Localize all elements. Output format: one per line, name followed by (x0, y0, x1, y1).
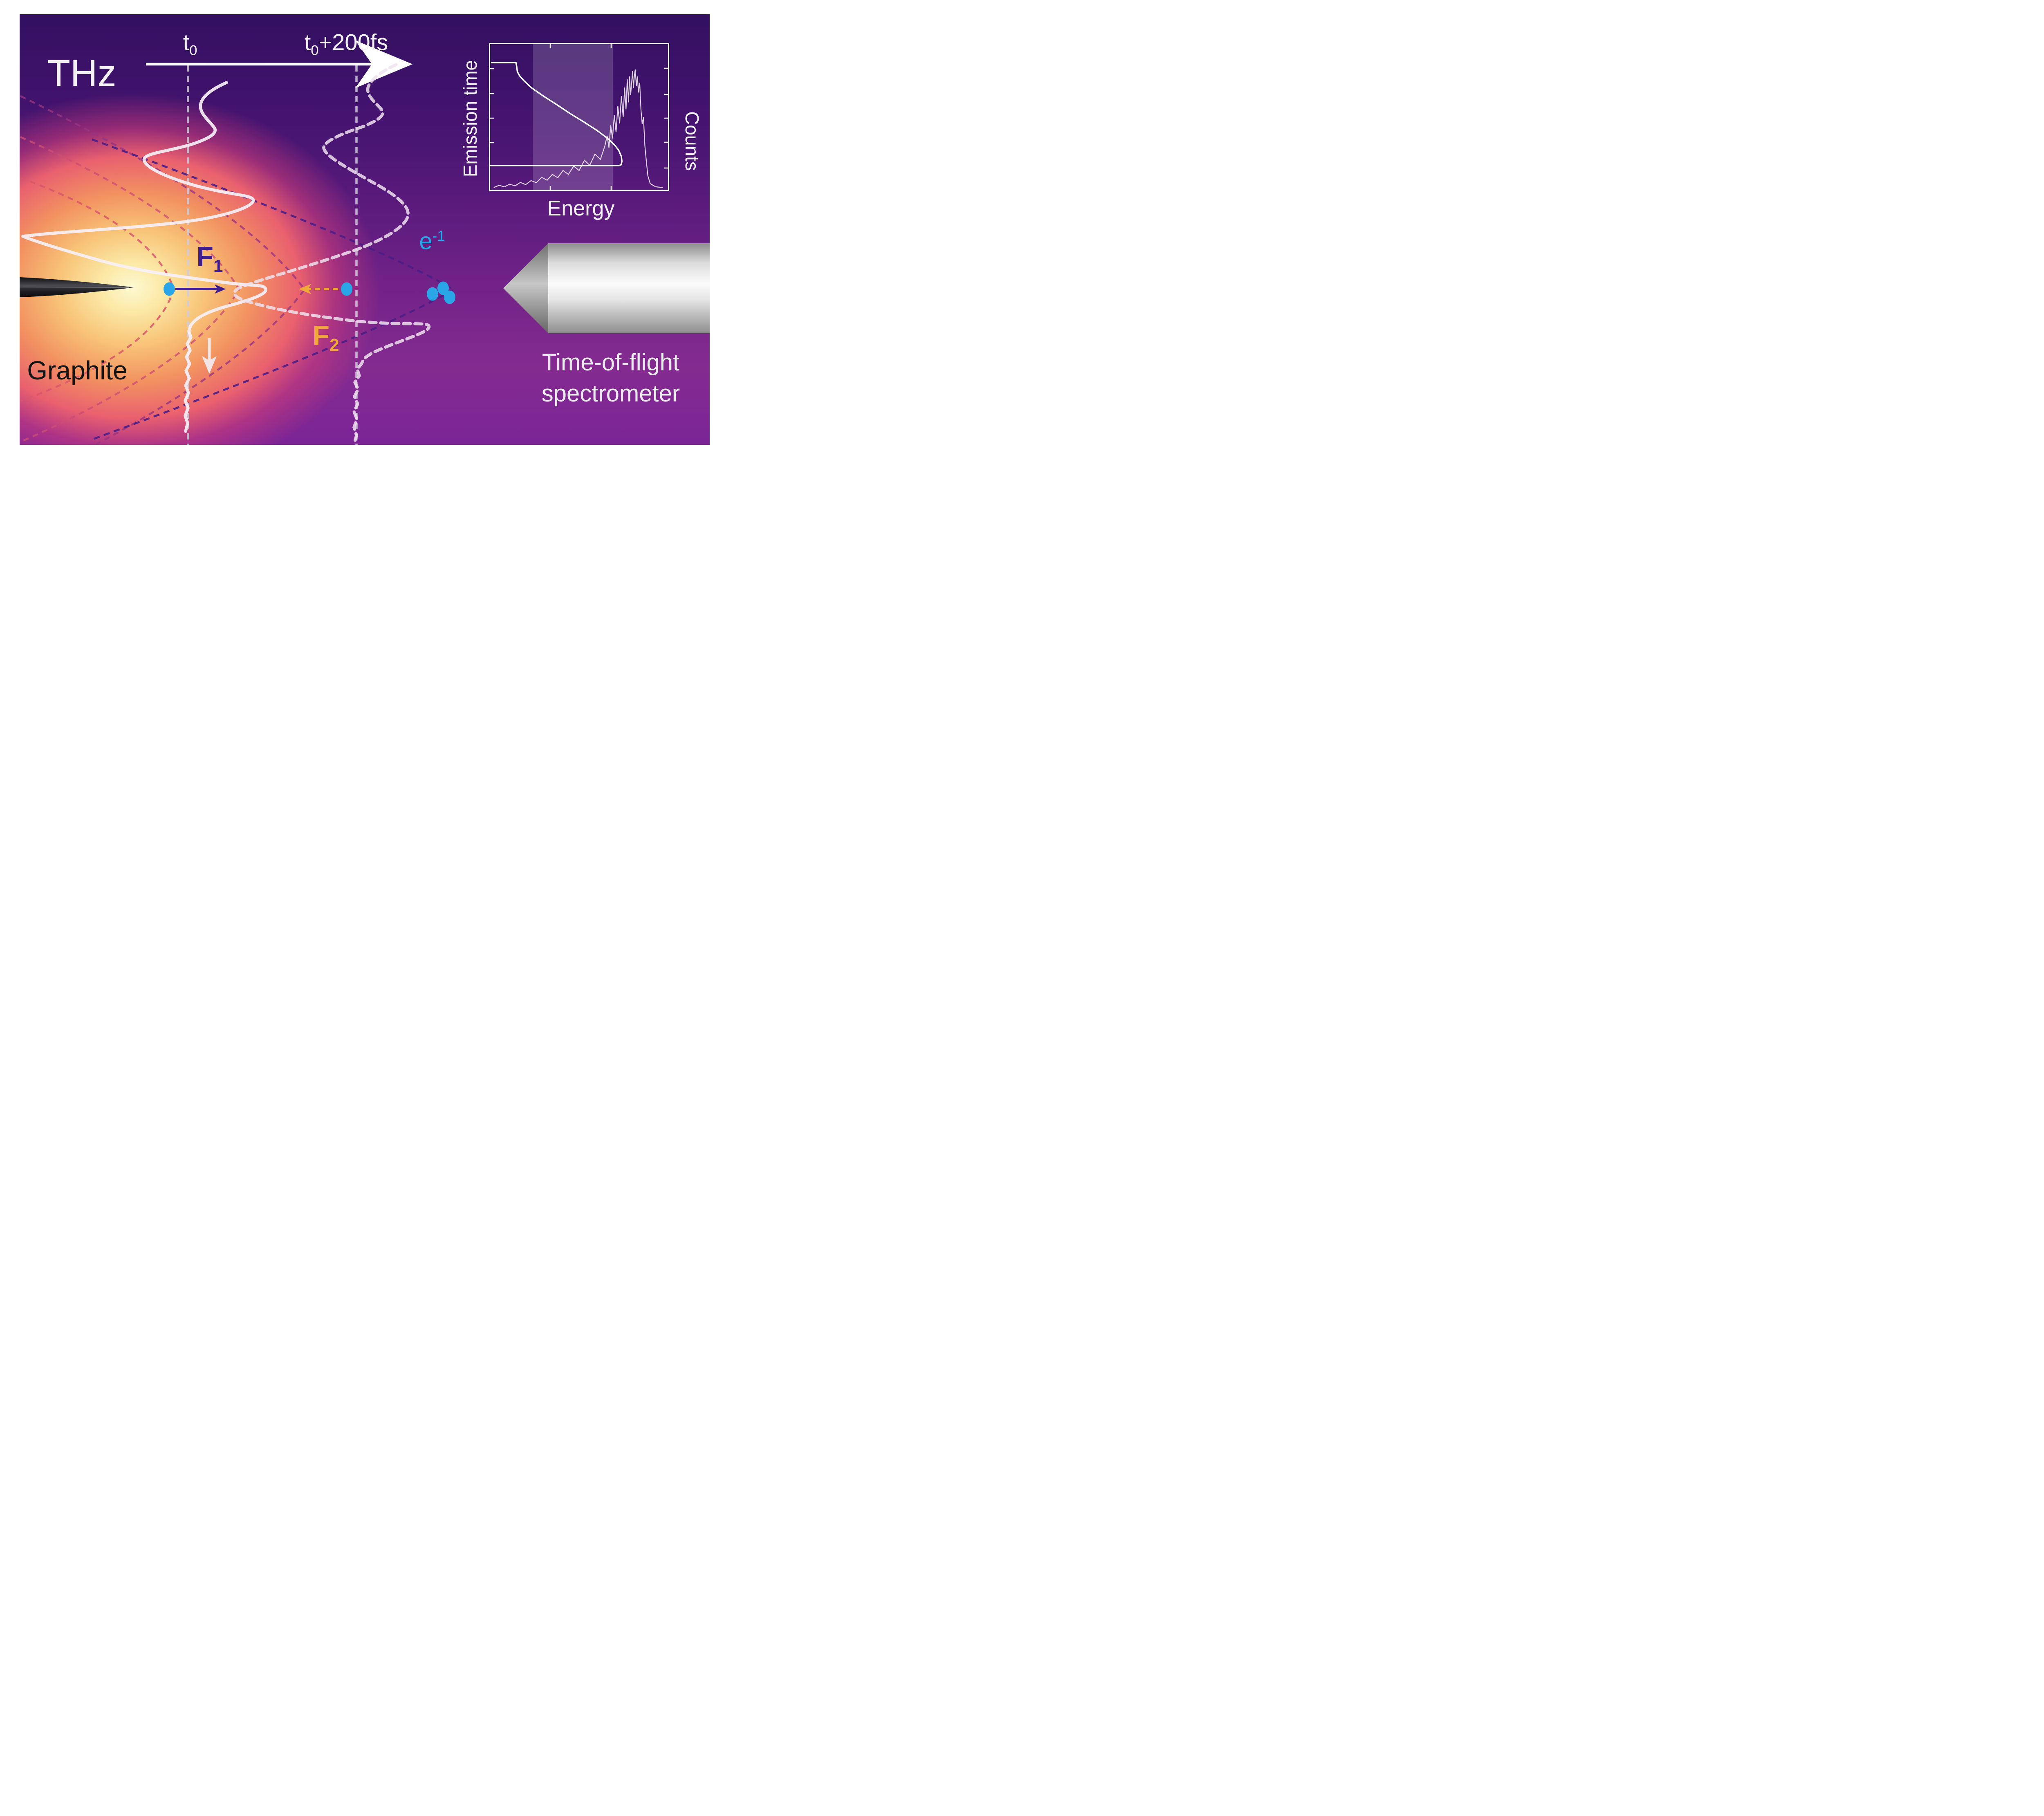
inset-ticks (490, 44, 668, 190)
t1-sub: 0 (311, 43, 319, 58)
graphite-label-text: Graphite (27, 356, 128, 385)
contour-4-icon (92, 138, 456, 441)
electron-bunch (427, 281, 455, 304)
contour-3-icon (20, 95, 306, 445)
spectrometer-label: Time-of-flight spectrometer (542, 347, 680, 409)
figure-canvas: THz t0 t0+200fs F1 F2 e-1 Graphite Time-… (20, 14, 710, 445)
f1-base: F (196, 241, 214, 272)
electron-label: e-1 (419, 228, 445, 255)
electron-sup: -1 (432, 228, 445, 244)
inset-emission-curve (490, 62, 623, 166)
t0plus200fs-label: t0+200fs (305, 29, 388, 58)
thz-waveform-t0 (21, 81, 267, 433)
figure-page: THz t0 t0+200fs F1 F2 e-1 Graphite Time-… (0, 0, 724, 454)
f2-sub: 2 (329, 335, 339, 355)
inset-xlabel-text: Energy (547, 197, 615, 220)
electron-dot-2 (341, 282, 352, 296)
inset-ylabel-right-text: Counts (681, 111, 703, 171)
t0-base: t (183, 29, 190, 55)
spectrometer-cone (503, 243, 548, 333)
field-contours (20, 95, 456, 445)
spectrometer-label-line2: spectrometer (541, 380, 680, 407)
electron-dot-3 (427, 287, 438, 301)
inset-ylabel-left: Emission time (459, 60, 481, 177)
electron-dot-4 (437, 281, 449, 295)
thz-label-text: THz (47, 52, 117, 94)
inset-xlabel: Energy (547, 196, 615, 221)
f1-sub: 1 (213, 256, 223, 276)
electron-dot-1 (164, 282, 175, 296)
inset-plot (489, 43, 669, 191)
electron-base: e (419, 228, 433, 255)
graphite-label: Graphite (27, 355, 127, 386)
diagram-layer (20, 40, 710, 445)
electron-dot-5 (444, 290, 455, 304)
t0-label: t0 (183, 29, 197, 58)
f2-label: F2 (313, 320, 339, 355)
spectrometer-body (548, 243, 710, 333)
f2-base: F (312, 320, 330, 351)
inset-curves (490, 44, 668, 190)
t0-sub: 0 (189, 43, 197, 58)
spectrometer-label-line1: Time-of-flight (542, 349, 680, 376)
thz-waveform-t0plus200fs (233, 63, 431, 444)
inset-counts-curve (493, 69, 663, 188)
f1-label: F1 (197, 241, 223, 276)
inset-ylabel-left-text: Emission time (459, 60, 481, 177)
t1-rest: +200fs (318, 29, 388, 55)
t1-base: t (304, 29, 311, 55)
thz-label: THz (47, 52, 117, 95)
inset-ylabel-right: Counts (681, 111, 703, 171)
